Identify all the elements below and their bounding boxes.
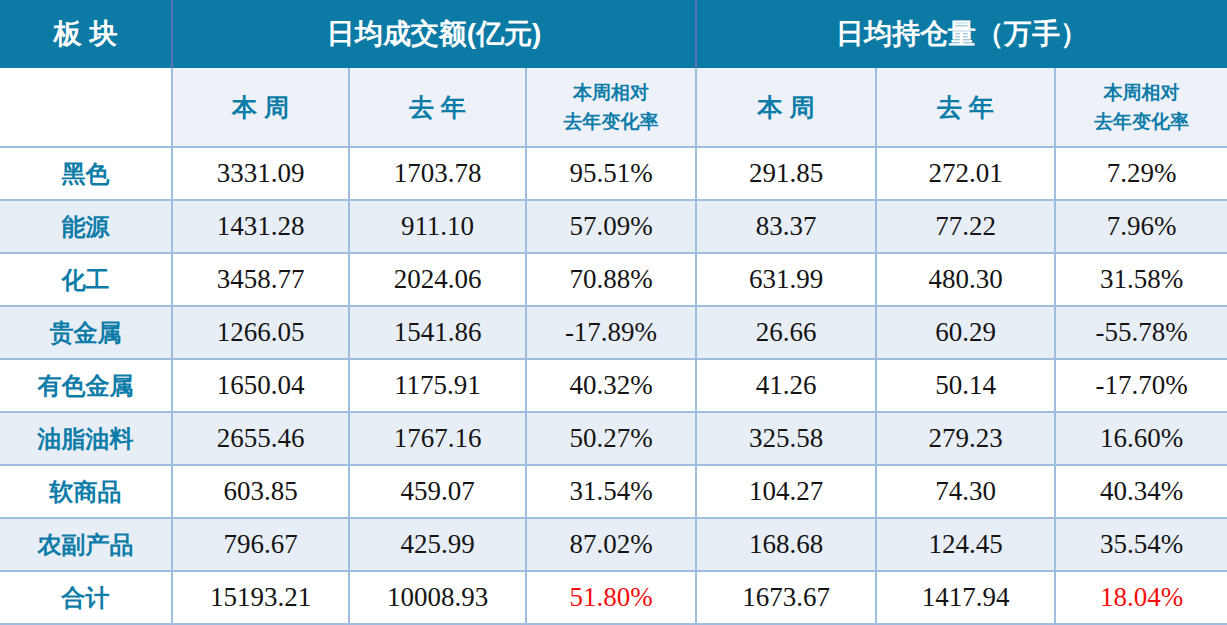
turnover-year-cell: 911.10 bbox=[349, 200, 526, 253]
turnover-week-cell: 603.85 bbox=[172, 465, 349, 518]
sector-cell: 油脂油料 bbox=[0, 412, 172, 465]
oi-year-cell: 60.29 bbox=[876, 306, 1055, 359]
oi-change-cell: -17.70% bbox=[1055, 359, 1227, 412]
sector-cell: 软商品 bbox=[0, 465, 172, 518]
oi-week-cell: 104.27 bbox=[696, 465, 876, 518]
oi-change-cell: 35.54% bbox=[1055, 518, 1227, 571]
turnover-week-cell: 1431.28 bbox=[172, 200, 349, 253]
turnover-change-cell: 40.32% bbox=[526, 359, 696, 412]
oi-change-cell: 7.96% bbox=[1055, 200, 1227, 253]
total-row: 合计 15193.21 10008.93 51.80% 1673.67 1417… bbox=[0, 571, 1227, 624]
change-header-line1: 本周相对 bbox=[527, 78, 695, 107]
sector-cell: 能源 bbox=[0, 200, 172, 253]
change-header-line1: 本周相对 bbox=[1056, 78, 1227, 107]
oi-year-cell: 480.30 bbox=[876, 253, 1055, 306]
sector-stats-table: 板 块 日均成交额(亿元) 日均持仓量（万手） 本 周 去 年 本周相对 去年变… bbox=[0, 0, 1227, 625]
oi-year-total-cell: 1417.94 bbox=[876, 571, 1055, 624]
oi-change-header: 本周相对 去年变化率 bbox=[1055, 68, 1227, 147]
total-label-cell: 合计 bbox=[0, 571, 172, 624]
turnover-change-cell: 87.02% bbox=[526, 518, 696, 571]
turnover-year-cell: 1703.78 bbox=[349, 147, 526, 200]
table-row: 油脂油料 2655.46 1767.16 50.27% 325.58 279.2… bbox=[0, 412, 1227, 465]
sector-cell: 化工 bbox=[0, 253, 172, 306]
oi-week-total-cell: 1673.67 bbox=[696, 571, 876, 624]
sub-header-row: 本 周 去 年 本周相对 去年变化率 本 周 去 年 本周相对 去年变化率 bbox=[0, 68, 1227, 147]
turnover-year-cell: 459.07 bbox=[349, 465, 526, 518]
table-row: 化工 3458.77 2024.06 70.88% 631.99 480.30 … bbox=[0, 253, 1227, 306]
oi-this-week-header: 本 周 bbox=[696, 68, 876, 147]
turnover-week-cell: 3458.77 bbox=[172, 253, 349, 306]
turnover-change-cell: 70.88% bbox=[526, 253, 696, 306]
oi-year-cell: 272.01 bbox=[876, 147, 1055, 200]
oi-year-cell: 124.45 bbox=[876, 518, 1055, 571]
oi-week-cell: 291.85 bbox=[696, 147, 876, 200]
turnover-week-total-cell: 15193.21 bbox=[172, 571, 349, 624]
oi-week-cell: 631.99 bbox=[696, 253, 876, 306]
table-row: 软商品 603.85 459.07 31.54% 104.27 74.30 40… bbox=[0, 465, 1227, 518]
turnover-change-cell: 31.54% bbox=[526, 465, 696, 518]
turnover-year-cell: 425.99 bbox=[349, 518, 526, 571]
turnover-year-cell: 1175.91 bbox=[349, 359, 526, 412]
oi-change-cell: -55.78% bbox=[1055, 306, 1227, 359]
turnover-week-cell: 796.67 bbox=[172, 518, 349, 571]
turnover-week-cell: 1650.04 bbox=[172, 359, 349, 412]
sector-cell: 贵金属 bbox=[0, 306, 172, 359]
turnover-this-week-header: 本 周 bbox=[172, 68, 349, 147]
oi-week-cell: 41.26 bbox=[696, 359, 876, 412]
turnover-change-cell: 50.27% bbox=[526, 412, 696, 465]
table-row: 农副产品 796.67 425.99 87.02% 168.68 124.45 … bbox=[0, 518, 1227, 571]
oi-change-cell: 7.29% bbox=[1055, 147, 1227, 200]
change-header-line2: 去年变化率 bbox=[527, 107, 695, 136]
oi-week-cell: 83.37 bbox=[696, 200, 876, 253]
oi-week-cell: 168.68 bbox=[696, 518, 876, 571]
blank-corner-cell bbox=[0, 68, 172, 147]
sector-cell: 黑色 bbox=[0, 147, 172, 200]
group-header-row: 板 块 日均成交额(亿元) 日均持仓量（万手） bbox=[0, 0, 1227, 68]
open-interest-group-header: 日均持仓量（万手） bbox=[696, 0, 1227, 68]
table-row: 黑色 3331.09 1703.78 95.51% 291.85 272.01 … bbox=[0, 147, 1227, 200]
sector-cell: 农副产品 bbox=[0, 518, 172, 571]
sector-cell: 有色金属 bbox=[0, 359, 172, 412]
oi-year-cell: 77.22 bbox=[876, 200, 1055, 253]
turnover-change-cell: -17.89% bbox=[526, 306, 696, 359]
turnover-change-cell: 95.51% bbox=[526, 147, 696, 200]
oi-last-year-header: 去 年 bbox=[876, 68, 1055, 147]
oi-week-cell: 26.66 bbox=[696, 306, 876, 359]
oi-change-total-cell: 18.04% bbox=[1055, 571, 1227, 624]
change-header-line2: 去年变化率 bbox=[1056, 107, 1227, 136]
turnover-week-cell: 3331.09 bbox=[172, 147, 349, 200]
turnover-week-cell: 2655.46 bbox=[172, 412, 349, 465]
turnover-group-header: 日均成交额(亿元) bbox=[172, 0, 696, 68]
oi-year-cell: 279.23 bbox=[876, 412, 1055, 465]
table-row: 能源 1431.28 911.10 57.09% 83.37 77.22 7.9… bbox=[0, 200, 1227, 253]
oi-week-cell: 325.58 bbox=[696, 412, 876, 465]
oi-change-cell: 31.58% bbox=[1055, 253, 1227, 306]
table-row: 贵金属 1266.05 1541.86 -17.89% 26.66 60.29 … bbox=[0, 306, 1227, 359]
oi-change-cell: 40.34% bbox=[1055, 465, 1227, 518]
table-row: 有色金属 1650.04 1175.91 40.32% 41.26 50.14 … bbox=[0, 359, 1227, 412]
turnover-change-cell: 57.09% bbox=[526, 200, 696, 253]
turnover-year-cell: 1541.86 bbox=[349, 306, 526, 359]
turnover-last-year-header: 去 年 bbox=[349, 68, 526, 147]
turnover-change-header: 本周相对 去年变化率 bbox=[526, 68, 696, 147]
oi-year-cell: 74.30 bbox=[876, 465, 1055, 518]
turnover-year-cell: 1767.16 bbox=[349, 412, 526, 465]
sector-column-header: 板 块 bbox=[0, 0, 172, 68]
turnover-year-cell: 2024.06 bbox=[349, 253, 526, 306]
oi-year-cell: 50.14 bbox=[876, 359, 1055, 412]
oi-change-cell: 16.60% bbox=[1055, 412, 1227, 465]
turnover-year-total-cell: 10008.93 bbox=[349, 571, 526, 624]
turnover-change-total-cell: 51.80% bbox=[526, 571, 696, 624]
turnover-week-cell: 1266.05 bbox=[172, 306, 349, 359]
